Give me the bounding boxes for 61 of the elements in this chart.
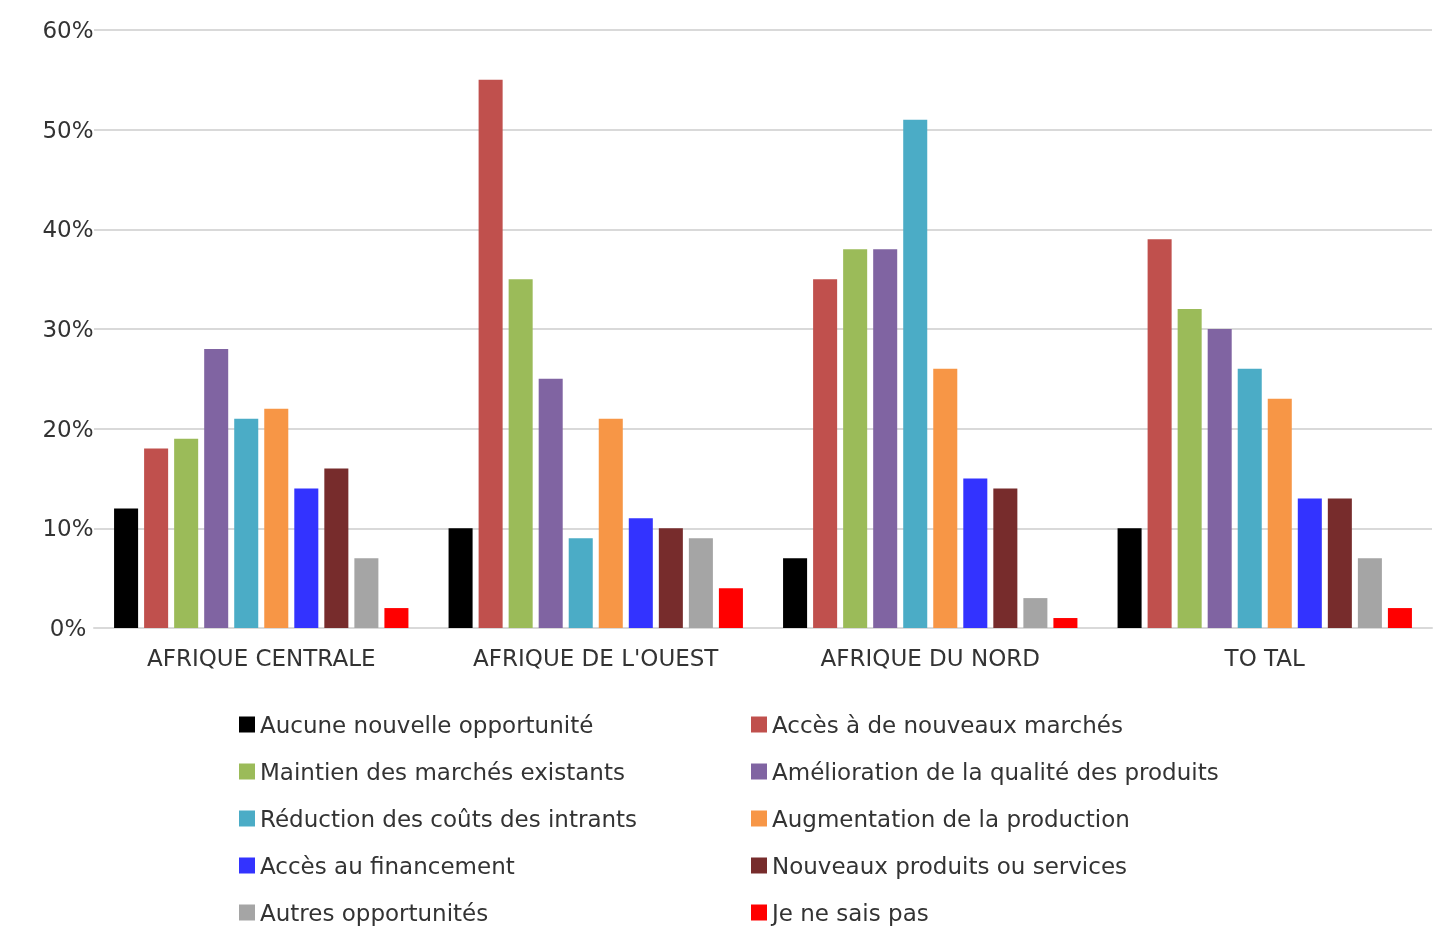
- legend-label: Accès au financement: [260, 852, 515, 879]
- y-tick-label: 0%: [49, 615, 87, 641]
- legend-label: Amélioration de la qualité des produits: [772, 758, 1219, 785]
- bar: [658, 528, 683, 628]
- bar: [933, 368, 958, 628]
- y-tick-label: 30%: [42, 316, 94, 342]
- bar: [1357, 558, 1382, 628]
- bar: [718, 588, 743, 628]
- bar: [813, 279, 838, 628]
- x-tick-label: AFRIQUE CENTRALE: [147, 644, 376, 671]
- x-tick-label: AFRIQUE DU NORD: [820, 644, 1040, 671]
- bar: [508, 279, 533, 628]
- bar: [294, 488, 319, 628]
- bar: [354, 558, 379, 628]
- bar: [1207, 329, 1232, 628]
- bar: [1117, 528, 1142, 628]
- bar: [174, 438, 199, 628]
- bar: [1387, 608, 1412, 628]
- y-tick-label: 10%: [42, 515, 94, 542]
- bar: [478, 79, 503, 628]
- bar: [993, 488, 1018, 628]
- bar: [1267, 398, 1292, 628]
- legend-label: Aucune nouvelle opportunité: [260, 711, 594, 738]
- bar: [324, 468, 349, 628]
- legend-label: Autres opportunités: [260, 899, 489, 926]
- bar: [234, 418, 259, 628]
- y-tick-label: 20%: [42, 415, 94, 442]
- y-tick-label: 60%: [42, 17, 94, 43]
- bar: [1297, 498, 1322, 628]
- bar: [384, 608, 409, 628]
- bar: [144, 448, 169, 628]
- bar: [538, 378, 563, 628]
- bar: [1237, 368, 1262, 628]
- legend-label: Je ne sais pas: [770, 899, 929, 926]
- x-tick-label: AFRIQUE DE L'OUEST: [473, 644, 720, 671]
- bar: [963, 478, 988, 628]
- legend-label: Réduction des coûts des intrants: [260, 805, 638, 832]
- x-tick-label: TO TAL: [1223, 644, 1306, 671]
- legend-label: Accès à de nouveaux marchés: [772, 711, 1123, 738]
- bar: [568, 538, 593, 628]
- bar: [783, 558, 808, 628]
- bar: [1023, 598, 1048, 628]
- bar: [688, 538, 713, 628]
- bar: [448, 528, 473, 628]
- bar: [873, 249, 898, 628]
- bar: [1327, 498, 1352, 628]
- bar: [903, 119, 928, 628]
- legend-label: Maintien des marchés existants: [260, 758, 625, 785]
- bar: [1177, 309, 1202, 628]
- legend-label: Nouveaux produits ou services: [772, 852, 1128, 879]
- bar: [1147, 239, 1172, 628]
- bar: [1053, 618, 1078, 628]
- bar: [628, 518, 653, 628]
- bar: [264, 408, 289, 628]
- bar: [598, 418, 623, 628]
- y-tick-label: 40%: [42, 216, 94, 243]
- bar: [204, 348, 229, 628]
- bar: [114, 508, 139, 628]
- bar: [843, 249, 868, 628]
- y-tick-label: 50%: [42, 116, 94, 143]
- legend-label: Augmentation de la production: [772, 805, 1130, 832]
